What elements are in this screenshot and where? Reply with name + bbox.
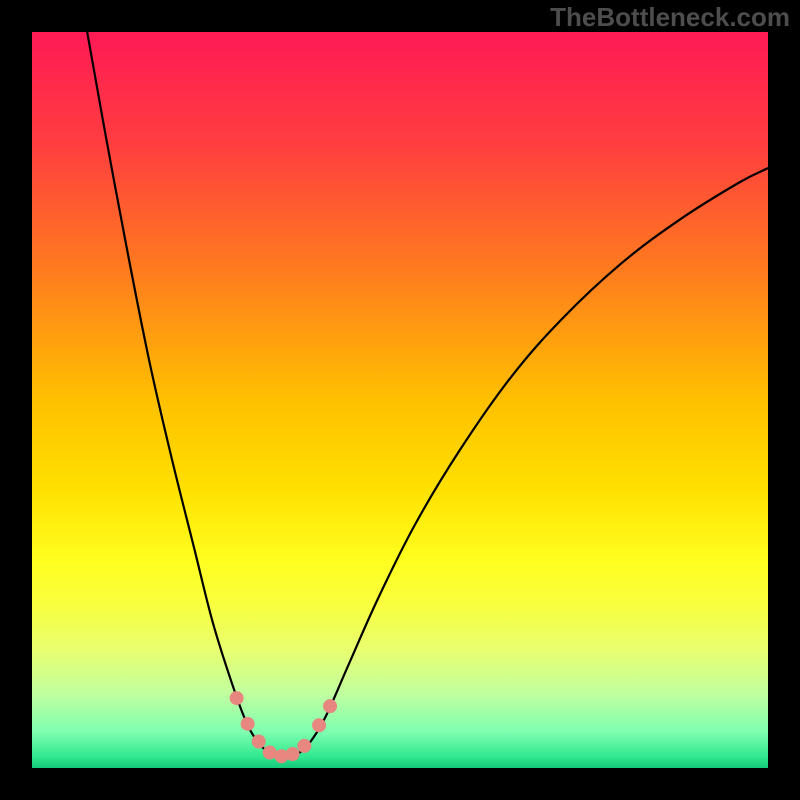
chart-container: TheBottleneck.com bbox=[0, 0, 800, 800]
watermark-text: TheBottleneck.com bbox=[550, 2, 790, 33]
data-marker bbox=[286, 748, 299, 761]
gradient-background bbox=[32, 32, 768, 768]
data-marker bbox=[252, 735, 265, 748]
bottleneck-curve-chart bbox=[32, 32, 768, 768]
data-marker bbox=[313, 719, 326, 732]
data-marker bbox=[298, 739, 311, 752]
data-marker bbox=[241, 717, 254, 730]
data-marker bbox=[263, 746, 276, 759]
plot-area bbox=[32, 32, 768, 768]
data-marker bbox=[230, 692, 243, 705]
data-marker bbox=[324, 700, 337, 713]
